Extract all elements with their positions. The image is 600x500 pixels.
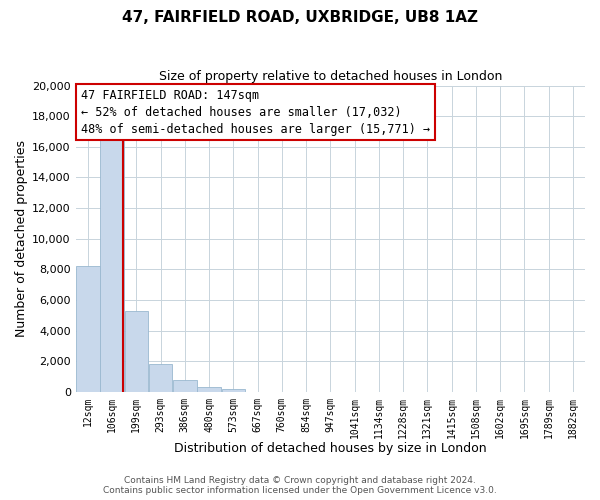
Title: Size of property relative to detached houses in London: Size of property relative to detached ho… [158,70,502,83]
Bar [125,310,148,392]
Bar [76,266,100,392]
Y-axis label: Number of detached properties: Number of detached properties [15,140,28,337]
Bar [173,380,197,392]
Bar [100,138,124,392]
Text: 47 FAIRFIELD ROAD: 147sqm
← 52% of detached houses are smaller (17,032)
48% of s: 47 FAIRFIELD ROAD: 147sqm ← 52% of detac… [81,88,430,136]
Text: Contains HM Land Registry data © Crown copyright and database right 2024.
Contai: Contains HM Land Registry data © Crown c… [103,476,497,495]
Bar [221,389,245,392]
Text: 47, FAIRFIELD ROAD, UXBRIDGE, UB8 1AZ: 47, FAIRFIELD ROAD, UXBRIDGE, UB8 1AZ [122,10,478,25]
Bar [197,388,221,392]
X-axis label: Distribution of detached houses by size in London: Distribution of detached houses by size … [174,442,487,455]
Bar [149,364,172,392]
